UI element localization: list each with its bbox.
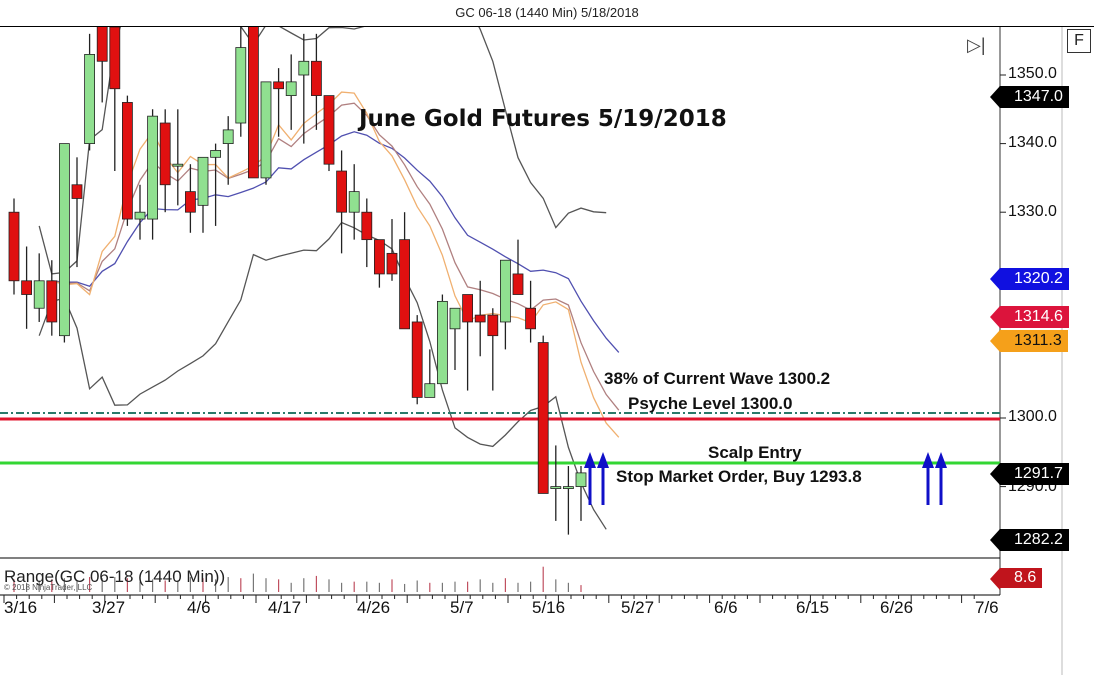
- x-label: 5/7: [450, 598, 474, 617]
- candle: [159, 109, 171, 213]
- psyche-annotation: Psyche Level 1300.0: [628, 394, 793, 413]
- ema-slow-line: [51, 131, 620, 353]
- scalp-annotation: Scalp Entry: [708, 443, 802, 462]
- price-tag-range: 8.6: [989, 568, 1043, 590]
- axis-ticks: [3, 74, 1006, 603]
- candle: [210, 143, 222, 226]
- candle: [109, 27, 121, 172]
- candle: [147, 109, 159, 240]
- chart-title: GC 06-18 (1440 Min) 5/18/2018: [455, 5, 639, 20]
- x-label: 5/16: [532, 598, 566, 617]
- candle: [71, 157, 83, 268]
- candle: [21, 246, 33, 329]
- format-button[interactable]: F: [1067, 29, 1091, 53]
- wave-annotation: 38% of Current Wave 1300.2: [604, 369, 831, 388]
- y-tick-1330: 1330.0: [1008, 203, 1057, 220]
- bollinger-lower-line: [38, 221, 607, 530]
- candle: [474, 280, 486, 357]
- indicator-label: Range(GC 06-18 (1440 Min)): [4, 567, 226, 586]
- candle: [323, 95, 335, 172]
- x-label: 5/27: [621, 598, 655, 617]
- x-label: 3/16: [4, 598, 38, 617]
- price-tag-low: 1282.2: [990, 529, 1069, 551]
- x-label: 6/26: [880, 598, 914, 617]
- bollinger-upper-line: [38, 27, 607, 275]
- candle: [184, 164, 196, 233]
- candle: [96, 27, 108, 103]
- candle: [285, 54, 297, 130]
- x-label: 6/15: [796, 598, 830, 617]
- candlesticks: [8, 27, 947, 535]
- ema-fast-line: [51, 91, 620, 438]
- candle: [197, 156, 209, 233]
- order-annotation: Stop Market Order, Buy 1293.8: [616, 467, 862, 486]
- buy-arrow-icon: [935, 452, 947, 505]
- y-tick-1300: 1300.0: [1008, 408, 1057, 425]
- price-tag-high: 1347.0: [990, 86, 1069, 108]
- indicator-lines: [0, 27, 1000, 530]
- candle: [33, 253, 45, 322]
- buy-arrow-icon: [597, 452, 609, 505]
- candle: [424, 349, 436, 398]
- y-tick-1340: 1340.0: [1008, 134, 1057, 151]
- ema-mid-line: [51, 102, 620, 411]
- buy-arrow-icon: [922, 452, 934, 505]
- candle: [260, 81, 272, 185]
- candle: [525, 280, 536, 343]
- candle: [273, 68, 285, 137]
- y-tick-1350: 1350.0: [1008, 65, 1057, 82]
- candle: [399, 212, 411, 330]
- scroll-to-end-icon[interactable]: ▷|: [967, 35, 986, 55]
- price-tag-last: 1291.7: [990, 463, 1069, 485]
- candle: [575, 466, 587, 521]
- candle: [134, 184, 146, 240]
- price-tag-ema-slow: 1320.2: [990, 268, 1069, 290]
- candle: [172, 109, 184, 206]
- candle: [563, 466, 574, 535]
- x-label: 7/6: [975, 598, 999, 617]
- candle: [235, 27, 247, 137]
- price-tag-ema-fast: 1311.3: [990, 330, 1068, 352]
- candle: [8, 198, 20, 295]
- candle: [59, 143, 70, 343]
- candle: [512, 239, 524, 295]
- candle: [222, 116, 234, 185]
- candle: [411, 315, 423, 405]
- candle: [449, 307, 461, 370]
- x-label: 6/6: [714, 598, 738, 617]
- candle: [499, 259, 511, 350]
- candle: [122, 95, 133, 226]
- candle: [361, 198, 373, 268]
- x-label: 4/6: [187, 598, 211, 617]
- copyright: © 2018 NinjaTrader, LLC: [4, 583, 93, 592]
- title-divider: [0, 26, 1094, 27]
- candle: [348, 164, 360, 240]
- candle: [436, 294, 448, 385]
- buy-arrow-icon: [584, 452, 596, 505]
- x-label: 3/27: [92, 598, 126, 617]
- candle: [462, 294, 474, 391]
- candle: [373, 239, 385, 288]
- price-tag-ema-mid: 1314.6: [990, 306, 1069, 328]
- candle: [336, 150, 348, 254]
- candle: [386, 219, 398, 281]
- candle: [537, 335, 549, 494]
- candle: [487, 308, 499, 391]
- x-label: 4/26: [357, 598, 391, 617]
- x-label: 4/17: [268, 598, 302, 617]
- headline-annotation: June Gold Futures 5/19/2018: [359, 106, 727, 132]
- candle: [247, 27, 259, 179]
- candle: [298, 33, 310, 144]
- candle: [84, 33, 95, 151]
- candle: [46, 260, 58, 336]
- candle: [550, 445, 562, 521]
- candle: [310, 33, 322, 130]
